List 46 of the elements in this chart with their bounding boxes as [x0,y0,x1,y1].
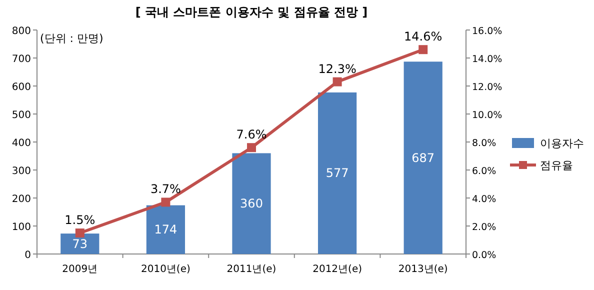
x-tick-label: 2012년(e) [312,264,362,275]
x-tick-label: 2013년(e) [398,264,448,275]
y2-tick-label: 14.0% [472,54,502,65]
x-tick-label: 2010년(e) [140,264,190,275]
annotation: (단위 : 만명) [40,32,104,45]
data-label: 174 [154,222,178,237]
point [418,45,428,54]
data-label: 7.6% [236,128,267,142]
data-label: 3.7% [150,182,181,196]
data-label: 360 [240,196,263,211]
bar [146,205,186,254]
y2-tick-label: 4.0% [472,194,496,205]
y-tick-label: 600 [12,82,31,93]
legend-label: 점유율 [540,159,573,172]
y-tick-label: 400 [12,138,31,149]
point [247,143,256,152]
y-tick-label: 100 [12,222,31,233]
y2-tick-label: 2.0% [472,222,496,233]
data-label: 687 [412,150,435,165]
bar [232,153,271,254]
point [332,77,342,86]
y2-tick-label: 16.0% [472,26,502,37]
chart-title: [ 국내 스마트폰 이용자수 및 점유율 전망 ] [135,5,368,19]
bar [404,62,442,254]
data-label: 73 [72,236,88,251]
y-tick-label: 700 [12,54,31,65]
point [161,198,170,207]
data-label: 1.5% [64,213,96,227]
data-label: 12.3% [318,62,356,76]
y2-tick-label: 6.0% [472,166,496,177]
y2-tick-label: 8.0% [472,138,496,149]
y-tick-label: 300 [12,166,31,177]
y-tick-label: 500 [12,110,31,121]
y-tick-label: 800 [12,26,31,37]
y2-tick-label: 12.0% [472,82,502,93]
data-label: 577 [326,166,349,180]
x-tick-label: 2009년 [62,264,98,275]
y2-tick-label: 10.0% [472,110,502,121]
legend-label: 이용자수 [540,137,584,150]
bar [318,92,357,254]
x-tick-label: 2011년(e) [226,264,276,275]
y-tick-label: 0 [24,250,31,261]
data-label: 14.6% [404,30,442,44]
y-tick-label: 200 [12,194,31,205]
point [75,228,84,238]
y2-tick-label: 0.0% [472,250,496,261]
